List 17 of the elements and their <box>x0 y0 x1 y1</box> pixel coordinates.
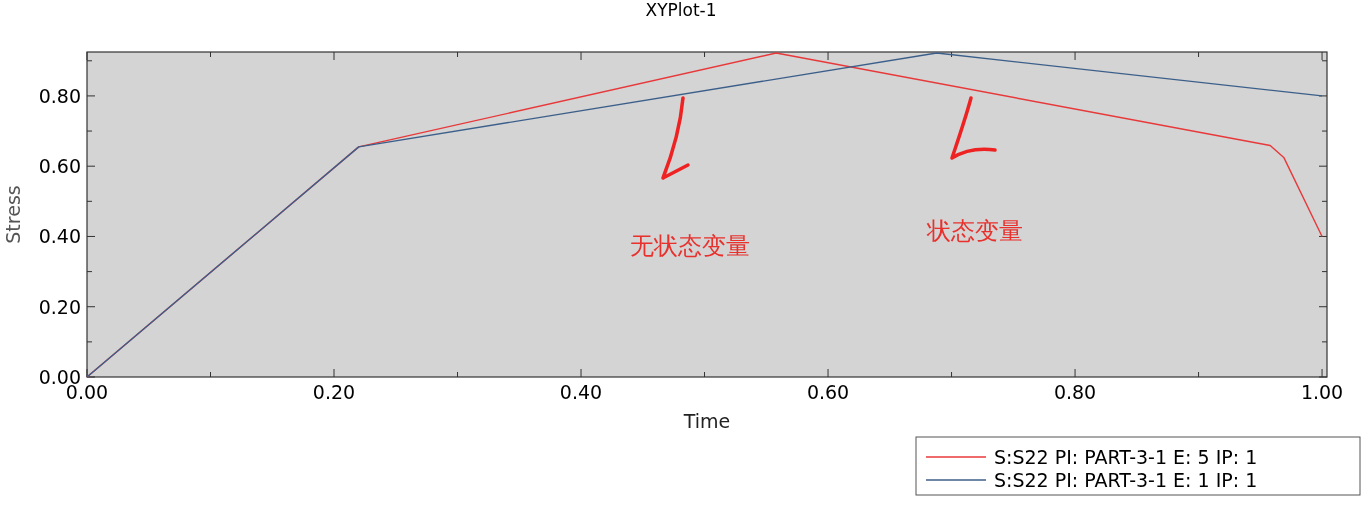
y-tick-label: 0.40 <box>38 225 81 248</box>
y-axis-title: Stress <box>2 185 24 244</box>
legend-label: S:S22 PI: PART-3-1 E: 1 IP: 1 <box>994 469 1258 491</box>
line-series <box>86 52 1323 378</box>
x-axis-title: Time <box>682 410 731 432</box>
annotation: 状态变量 <box>926 217 1023 245</box>
x-tick-label: 0.60 <box>806 381 850 403</box>
y-tick-label: 0.80 <box>38 84 81 107</box>
x-tick-label: 0.40 <box>559 381 603 403</box>
legend-label: S:S22 PI: PART-3-1 E: 5 IP: 1 <box>994 446 1258 468</box>
x-tick-label: 0.20 <box>312 381 356 403</box>
x-tick-label: 0.80 <box>1053 381 1097 403</box>
chart-title: XYPlot-1 <box>645 0 717 20</box>
annotation: 无状态变量 <box>630 232 750 260</box>
y-tick-label: 0.20 <box>38 295 81 318</box>
y-tick-label: 0.60 <box>38 155 81 178</box>
x-tick-label: 1.00 <box>1300 381 1344 403</box>
